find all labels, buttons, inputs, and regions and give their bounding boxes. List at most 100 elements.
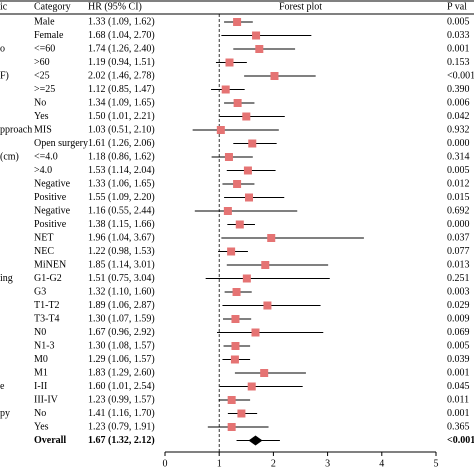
hr-marker	[233, 180, 242, 188]
category-label: Positive	[34, 192, 67, 203]
category-label: Open surgery	[34, 138, 88, 149]
hr-marker	[242, 112, 251, 121]
p-value: 0.001	[447, 408, 470, 419]
x-tick-label: 3	[325, 458, 330, 469]
hr-label: 1.38 (1.15, 1.66)	[88, 219, 155, 230]
category-label: <=60	[34, 43, 55, 54]
hr-label: 1.23 (0.99, 1.57)	[88, 394, 155, 405]
hr-label: 1.29 (1.06, 1.57)	[88, 354, 155, 365]
category-label: Yes	[34, 111, 49, 122]
category-label: Yes	[34, 421, 49, 432]
p-value: 0.013	[447, 259, 470, 270]
column-header: P val	[447, 1, 467, 12]
hr-label: 1.34 (1.09, 1.65)	[88, 97, 155, 108]
p-value: 0.005	[447, 16, 470, 27]
column-header: HR (95% CI)	[88, 1, 142, 12]
category-label: <=4.0	[34, 151, 58, 162]
hr-marker	[223, 207, 232, 215]
hr-marker	[227, 423, 236, 431]
hr-label: 1.33 (1.09, 1.62)	[88, 16, 155, 27]
hr-marker	[227, 247, 236, 256]
column-header: Category	[34, 1, 71, 12]
hr-marker	[267, 234, 276, 242]
hr-label: 1.50 (1.01, 2.21)	[88, 111, 155, 122]
p-value: 0.000	[447, 219, 470, 230]
group-label: o	[0, 43, 5, 54]
hr-label: 1.74 (1.26, 2.40)	[88, 43, 155, 54]
p-value: 0.011	[447, 394, 469, 405]
hr-marker	[233, 99, 242, 107]
hr-label: 1.67 (0.96, 2.92)	[88, 327, 155, 338]
p-value: 0.001	[447, 43, 470, 54]
hr-marker	[245, 193, 254, 202]
hr-label: 2.02 (1.46, 2.78)	[88, 70, 155, 81]
hr-label: 1.41 (1.16, 1.70)	[88, 408, 155, 419]
hr-marker	[235, 220, 244, 229]
p-value: 0.390	[447, 84, 470, 95]
p-value: 0.314	[447, 151, 470, 162]
p-value: 0.009	[447, 313, 470, 324]
category-label: M0	[34, 354, 48, 365]
category-label: III-IV	[34, 394, 59, 405]
hr-label: 1.30 (1.07, 1.59)	[88, 313, 155, 324]
hr-marker	[231, 342, 240, 350]
p-value: 0.365	[447, 421, 470, 432]
summary-diamond	[248, 435, 263, 446]
category-label: No	[34, 97, 46, 108]
category-label: Negative	[34, 205, 71, 216]
group-label: F)	[0, 70, 9, 81]
category-label: I-II	[34, 381, 47, 392]
p-value: 0.042	[447, 111, 470, 122]
hr-label: 1.22 (0.98, 1.53)	[88, 246, 155, 257]
category-label: T1-T2	[34, 300, 60, 311]
category-label: Negative	[34, 178, 71, 189]
hr-marker	[225, 58, 234, 67]
hr-label: 1.51 (0.75, 3.04)	[88, 273, 155, 284]
p-value: 0.000	[447, 138, 470, 149]
category-label: M1	[34, 367, 48, 378]
category-label: MiNEN	[34, 259, 66, 270]
category-label: Overall	[34, 435, 66, 446]
p-value: <0.001	[447, 435, 474, 446]
category-label: G1-G2	[34, 273, 62, 284]
p-value: 0.005	[447, 165, 470, 176]
category-label: >4.0	[34, 165, 52, 176]
hr-label: 1.12 (0.85, 1.47)	[88, 84, 155, 95]
hr-marker	[230, 355, 239, 364]
group-label: ing	[0, 273, 13, 284]
p-value: 0.153	[447, 57, 470, 68]
hr-marker	[231, 315, 240, 323]
hr-marker	[247, 382, 256, 391]
p-value: 0.001	[447, 367, 470, 378]
group-label: pproach	[0, 124, 32, 135]
hr-label: 1.16 (0.55, 2.44)	[88, 205, 155, 216]
x-tick-label: 5	[434, 458, 439, 469]
p-value: 0.006	[447, 97, 470, 108]
group-label: e	[0, 381, 5, 392]
hr-marker	[224, 153, 233, 161]
p-value: 0.692	[447, 205, 470, 216]
category-label: Female	[34, 30, 64, 41]
hr-marker	[242, 274, 251, 283]
hr-marker	[263, 301, 272, 310]
p-value: 0.012	[447, 178, 470, 189]
hr-label: 1.32 (1.10, 1.60)	[88, 286, 155, 297]
p-value: 0.077	[447, 246, 470, 257]
hr-label: 1.30 (1.08, 1.57)	[88, 340, 155, 351]
hr-marker	[248, 139, 257, 148]
p-value: <0.001	[447, 70, 474, 81]
category-label: >=25	[34, 84, 55, 95]
group-label: (cm)	[0, 151, 19, 162]
x-tick-label: 1	[217, 458, 222, 469]
category-label: <25	[34, 70, 50, 81]
category-label: Male	[34, 16, 55, 27]
hr-label: 1.60 (1.01, 2.54)	[88, 381, 155, 392]
category-label: MIS	[34, 124, 52, 135]
p-value: 0.033	[447, 30, 470, 41]
category-label: N1-3	[34, 340, 55, 351]
hr-marker	[270, 72, 279, 80]
p-value: 0.932	[447, 124, 470, 135]
p-value: 0.039	[447, 354, 470, 365]
p-value: 0.015	[447, 192, 470, 203]
category-label: G3	[34, 286, 46, 297]
